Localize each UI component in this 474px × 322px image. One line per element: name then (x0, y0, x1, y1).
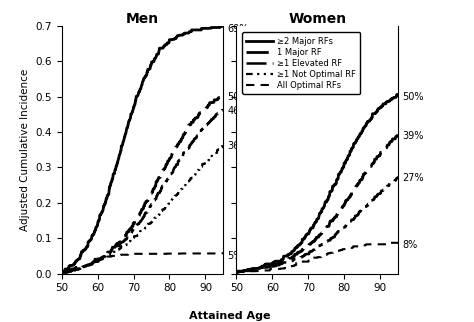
Text: 36%: 36% (228, 141, 249, 151)
Text: 69%: 69% (228, 24, 249, 34)
Text: 46%: 46% (228, 106, 249, 116)
Text: Attained Age: Attained Age (189, 311, 271, 321)
Text: 5%: 5% (228, 251, 243, 261)
Legend: ≥2 Major RFs, 1 Major RF, ≥1 Elevated RF, ≥1 Not Optimal RF, All Optimal RFs: ≥2 Major RFs, 1 Major RF, ≥1 Elevated RF… (242, 33, 360, 94)
Text: 8%: 8% (402, 240, 418, 251)
Title: Women: Women (288, 12, 346, 26)
Text: 39%: 39% (402, 130, 424, 141)
Y-axis label: Adjusted Cumulative Incidence: Adjusted Cumulative Incidence (20, 69, 30, 231)
Text: 27%: 27% (402, 173, 424, 183)
Title: Men: Men (126, 12, 159, 26)
Text: 50%: 50% (402, 91, 424, 102)
Text: 50%: 50% (228, 91, 249, 102)
